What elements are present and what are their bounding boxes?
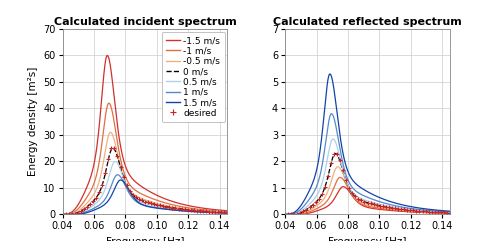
- Title: Calculated reflected spectrum: Calculated reflected spectrum: [273, 17, 462, 27]
- Legend: -1.5 m/s, -1 m/s, -0.5 m/s, 0 m/s, 0.5 m/s, 1 m/s, 1.5 m/s, desired: -1.5 m/s, -1 m/s, -0.5 m/s, 0 m/s, 0.5 m…: [162, 32, 224, 122]
- Y-axis label: Energy density [m²s]: Energy density [m²s]: [28, 67, 38, 176]
- X-axis label: Frequency [Hz]: Frequency [Hz]: [328, 237, 407, 241]
- X-axis label: Frequency [Hz]: Frequency [Hz]: [106, 237, 184, 241]
- Title: Calculated incident spectrum: Calculated incident spectrum: [54, 17, 236, 27]
